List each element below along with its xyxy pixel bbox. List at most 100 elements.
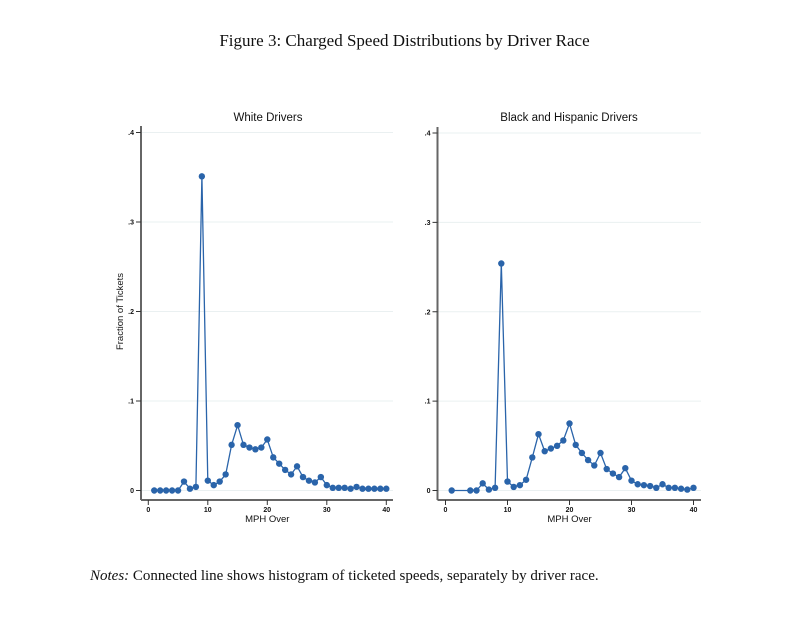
data-point [168,487,176,494]
data-point [615,473,623,481]
x-axis-label: MPH Over [245,514,289,525]
x-tick-label: 40 [690,507,698,514]
data-point [584,456,592,464]
data-point [210,481,217,489]
data-point [162,487,170,494]
data-point [498,260,505,267]
data-point [553,442,561,450]
notes-label: Notes: [90,568,130,584]
x-tick-label: 40 [382,507,390,514]
y-tick-label: .1 [128,399,134,406]
data-point [281,466,289,474]
data-point [535,430,542,438]
data-point [659,481,666,488]
notes-text: Connected line shows histogram of ticket… [129,568,599,584]
data-point [240,441,247,449]
x-tick-label: 0 [444,507,448,514]
data-point [529,454,536,461]
data-point [353,483,360,491]
data-point [485,486,493,493]
data-point [597,449,604,457]
data-point [504,478,511,485]
data-point [276,460,283,467]
figure-title: Figure 3: Charged Speed Distributions by… [219,31,590,50]
data-point [222,471,229,478]
x-axis-label: MPH Over [547,514,591,525]
data-point [591,462,598,469]
data-point [264,436,271,443]
y-tick-label: .2 [128,309,134,316]
x-tick-label: 0 [146,507,150,514]
data-point [491,484,499,492]
data-point [547,445,555,452]
data-point [479,480,486,487]
data-point [628,477,635,484]
x-tick-label: 10 [504,507,512,514]
data-point [293,463,301,470]
x-tick-label: 20 [566,507,574,514]
data-point [522,476,530,483]
data-point [634,481,641,488]
data-point [684,486,691,493]
data-point [603,465,610,473]
y-tick-label: .2 [425,309,431,316]
data-point [473,487,480,494]
data-point [653,484,660,492]
y-tick-label: .3 [128,220,134,227]
data-point [151,487,158,494]
y-tick-label: 0 [130,488,134,495]
data-point [335,484,342,492]
data-point [287,471,295,478]
panel-black-hispanic-drivers: Black and Hispanic Drivers 0 .1 .2 .3 .4 0 10 20… [425,112,701,525]
data-point [359,485,366,492]
data-point [246,444,253,451]
data-point [299,473,307,481]
data-point [383,485,390,492]
data-point [311,479,319,486]
data-point [448,487,455,494]
data-point [690,484,697,492]
y-axis-label: Fraction of Tickets [115,273,126,350]
data-point [347,485,354,492]
data-point [609,470,617,477]
y-tick-label: .4 [128,130,134,137]
x-tick-label: 30 [628,507,636,514]
y-tick-label: .4 [425,131,431,138]
data-point [671,484,679,492]
x-tick-label: 10 [204,507,212,514]
data-point [541,447,548,455]
data-point [323,481,330,489]
data-point [510,483,517,491]
series-line [451,263,694,492]
data-point [467,487,474,494]
data-point [186,485,194,492]
data-point [640,481,648,489]
data-point [305,477,313,484]
data-point [572,441,579,449]
data-point [228,441,235,449]
x-tick-label: 30 [323,507,331,514]
data-point [365,485,372,492]
data-point [677,485,685,492]
data-point [216,478,223,485]
data-point [252,446,259,453]
data-point [371,485,378,492]
data-point [329,484,336,492]
data-point [198,173,206,180]
y-tick-label: .3 [425,220,431,227]
data-point [317,473,325,481]
panel-white-drivers: White Drivers 0 .1 .2 .3 .4 0 10 20 30 40 MPH Over F… [115,112,393,525]
x-tick-label: 20 [263,507,271,514]
data-point [192,483,200,491]
data-point [516,481,524,489]
data-point [665,484,672,492]
data-point [341,484,348,492]
figure-notes: Notes: Connected line shows histogram of… [90,568,599,585]
data-point [174,487,182,494]
data-point [234,421,241,429]
data-point [566,420,573,427]
data-point [646,482,654,490]
data-point [622,464,629,472]
data-point [204,477,211,484]
